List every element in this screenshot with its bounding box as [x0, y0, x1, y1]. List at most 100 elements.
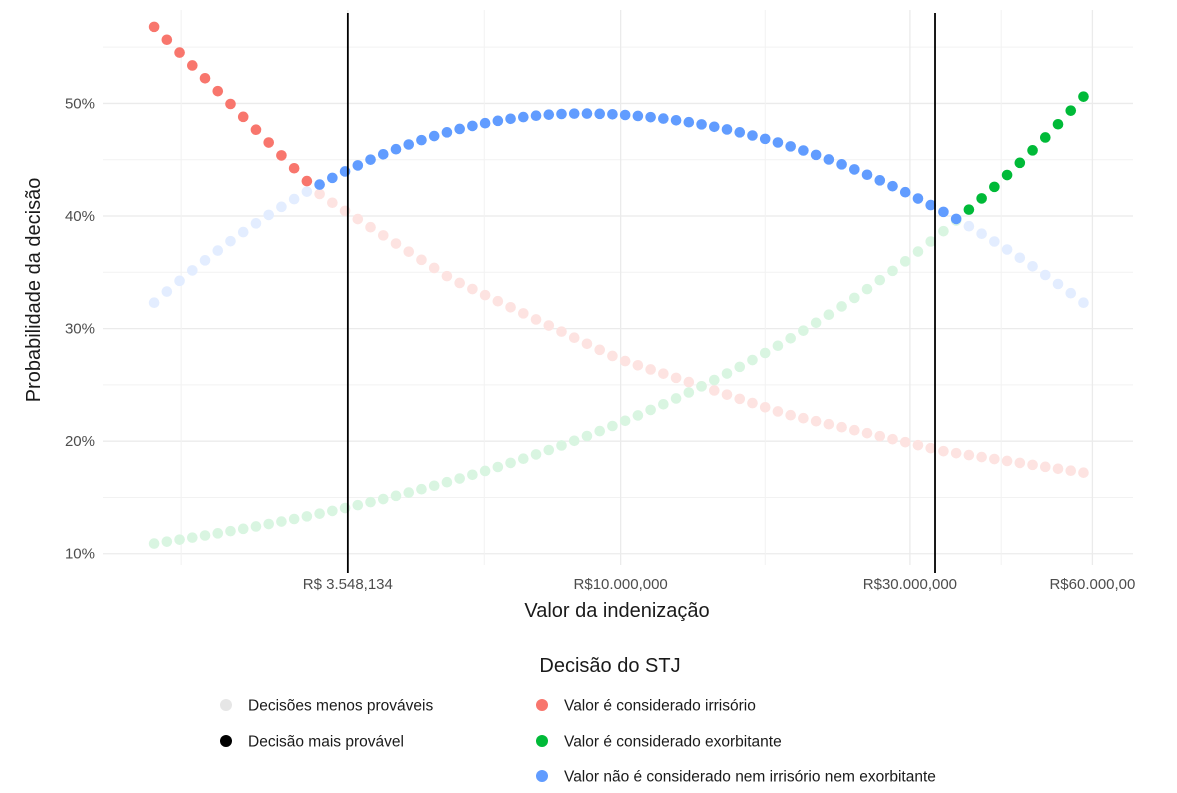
point-nem-irrisorio-nem-exorbitante — [467, 120, 478, 132]
point-faint-irrisorio — [416, 254, 427, 266]
point-nem-irrisorio-nem-exorbitante — [645, 111, 656, 123]
legend-key — [220, 699, 232, 711]
point-nem-irrisorio-nem-exorbitante — [403, 139, 415, 150]
point-faint-nem-irrisorio-nem-exorbitante — [1014, 252, 1026, 264]
point-irrisorio — [237, 111, 249, 123]
less-probable-points — [148, 186, 1089, 549]
point-nem-irrisorio-nem-exorbitante — [530, 110, 542, 122]
point-faint-nem-irrisorio-nem-exorbitante — [301, 186, 313, 197]
y-tick-label: 40% — [65, 208, 95, 225]
point-faint-nem-irrisorio-nem-exorbitante — [1039, 269, 1051, 281]
legend-title: Decisão do STJ — [539, 655, 680, 677]
point-nem-irrisorio-nem-exorbitante — [785, 141, 796, 152]
point-faint-exorbitante — [212, 528, 224, 539]
point-faint-irrisorio — [963, 449, 975, 461]
point-faint-irrisorio — [925, 442, 937, 454]
point-nem-irrisorio-nem-exorbitante — [619, 109, 631, 121]
point-faint-exorbitante — [416, 483, 427, 495]
point-faint-irrisorio — [403, 246, 415, 257]
point-faint-exorbitante — [899, 256, 911, 267]
point-faint-irrisorio — [479, 289, 491, 301]
point-faint-nem-irrisorio-nem-exorbitante — [1052, 278, 1064, 290]
point-faint-exorbitante — [683, 387, 695, 398]
point-faint-exorbitante — [403, 487, 415, 498]
legend-key — [220, 735, 232, 747]
point-faint-exorbitante — [836, 301, 847, 312]
point-faint-irrisorio — [492, 295, 504, 307]
point-nem-irrisorio-nem-exorbitante — [492, 115, 504, 127]
point-faint-nem-irrisorio-nem-exorbitante — [148, 297, 160, 308]
point-nem-irrisorio-nem-exorbitante — [632, 110, 644, 122]
point-nem-irrisorio-nem-exorbitante — [899, 186, 911, 198]
point-faint-irrisorio — [556, 326, 567, 337]
point-faint-irrisorio — [785, 409, 796, 421]
legend-label: Decisões menos prováveis — [248, 698, 433, 715]
point-faint-exorbitante — [161, 536, 173, 547]
point-nem-irrisorio-nem-exorbitante — [849, 164, 860, 175]
point-nem-irrisorio-nem-exorbitante — [823, 154, 835, 165]
point-faint-irrisorio — [938, 445, 949, 457]
point-exorbitante — [963, 204, 975, 215]
point-faint-exorbitante — [581, 430, 593, 442]
point-faint-exorbitante — [810, 317, 822, 329]
point-faint-irrisorio — [314, 188, 325, 200]
point-faint-irrisorio — [912, 439, 924, 451]
point-nem-irrisorio-nem-exorbitante — [416, 134, 427, 146]
point-faint-exorbitante — [543, 444, 555, 456]
point-nem-irrisorio-nem-exorbitante — [365, 154, 376, 165]
legend-key — [536, 770, 548, 782]
point-faint-irrisorio — [594, 344, 606, 356]
point-exorbitante — [1027, 145, 1038, 156]
point-faint-irrisorio — [441, 270, 453, 282]
point-faint-nem-irrisorio-nem-exorbitante — [276, 201, 287, 213]
point-faint-exorbitante — [314, 508, 325, 519]
point-faint-nem-irrisorio-nem-exorbitante — [1001, 244, 1013, 255]
point-faint-nem-irrisorio-nem-exorbitante — [989, 236, 1000, 247]
point-nem-irrisorio-nem-exorbitante — [505, 113, 516, 125]
point-nem-irrisorio-nem-exorbitante — [441, 127, 453, 138]
point-faint-irrisorio — [734, 393, 746, 405]
point-nem-irrisorio-nem-exorbitante — [314, 179, 325, 190]
point-faint-irrisorio — [836, 421, 847, 433]
point-faint-irrisorio — [632, 359, 644, 371]
point-exorbitante — [976, 193, 987, 204]
point-faint-exorbitante — [632, 410, 644, 421]
point-faint-nem-irrisorio-nem-exorbitante — [963, 220, 975, 232]
point-faint-irrisorio — [327, 197, 338, 209]
point-irrisorio — [199, 72, 211, 84]
point-faint-exorbitante — [454, 473, 465, 484]
point-faint-exorbitante — [467, 469, 478, 481]
point-irrisorio — [225, 98, 236, 110]
point-faint-exorbitante — [823, 309, 835, 321]
point-faint-exorbitante — [759, 347, 771, 359]
point-nem-irrisorio-nem-exorbitante — [518, 111, 529, 123]
point-faint-irrisorio — [1014, 457, 1026, 469]
point-faint-exorbitante — [250, 521, 262, 532]
point-faint-irrisorio — [823, 418, 835, 430]
point-nem-irrisorio-nem-exorbitante — [683, 116, 695, 128]
point-faint-exorbitante — [339, 502, 351, 514]
point-nem-irrisorio-nem-exorbitante — [377, 148, 389, 160]
point-faint-irrisorio — [976, 451, 987, 463]
y-tick-label: 50% — [65, 95, 95, 112]
point-nem-irrisorio-nem-exorbitante — [912, 193, 924, 204]
point-faint-irrisorio — [467, 283, 478, 295]
point-faint-exorbitante — [849, 292, 860, 304]
point-irrisorio — [276, 150, 287, 161]
point-faint-exorbitante — [428, 480, 440, 492]
point-nem-irrisorio-nem-exorbitante — [810, 149, 822, 161]
point-faint-exorbitante — [747, 354, 758, 366]
point-nem-irrisorio-nem-exorbitante — [721, 124, 733, 135]
x-tick-label: R$10.000,000 — [574, 576, 668, 593]
point-faint-irrisorio — [365, 221, 376, 233]
point-faint-irrisorio — [607, 350, 618, 362]
point-irrisorio — [301, 175, 313, 187]
point-faint-exorbitante — [772, 340, 784, 352]
point-faint-nem-irrisorio-nem-exorbitante — [212, 245, 224, 256]
point-nem-irrisorio-nem-exorbitante — [836, 159, 847, 170]
point-faint-exorbitante — [619, 415, 631, 427]
point-faint-irrisorio — [772, 406, 784, 417]
point-irrisorio — [250, 124, 262, 135]
x-axis-title: Valor da indenização — [524, 600, 709, 622]
point-exorbitante — [1078, 91, 1089, 102]
